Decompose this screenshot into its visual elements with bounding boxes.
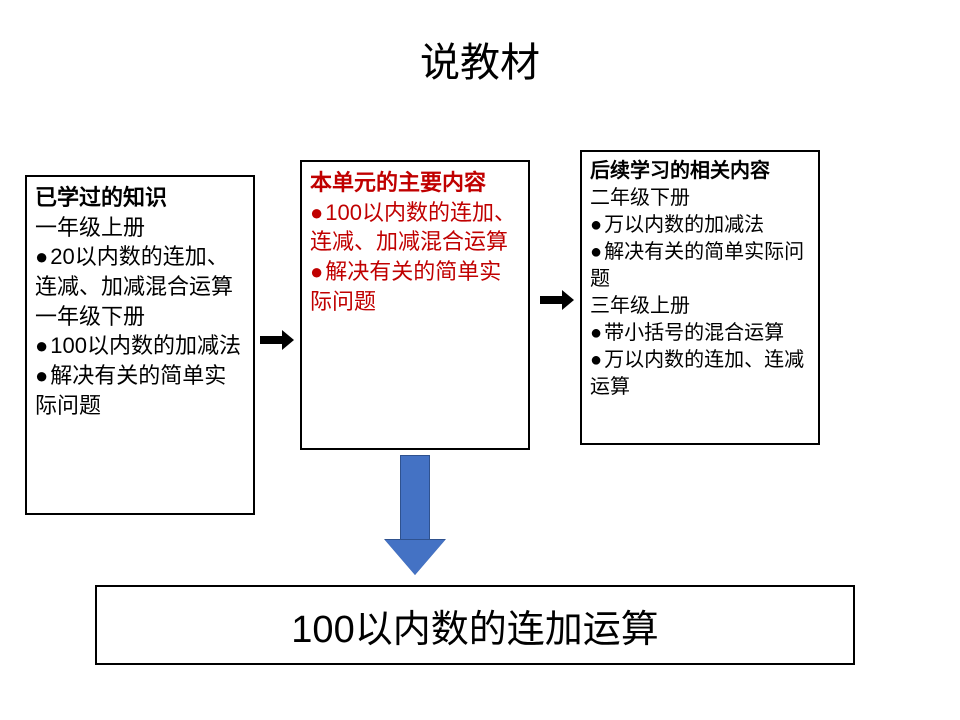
box1-line: 100以内数的加减法 <box>35 331 245 361</box>
box-future: 后续学习的相关内容 二年级下册 万以内数的加减法 解决有关的简单实际问题 三年级… <box>580 150 820 445</box>
box-learned-heading: 已学过的知识 <box>35 183 245 213</box>
box3-line: 三年级上册 <box>590 293 810 320</box>
arrow-down <box>385 455 445 575</box>
arrow-right-1 <box>260 330 294 350</box>
box3-line: 万以内数的连加、连减运算 <box>590 347 810 401</box>
box2-line: 解决有关的简单实际问题 <box>310 257 520 316</box>
box1-line: 一年级上册 <box>35 213 245 243</box>
page-title: 说教材 <box>0 30 960 88</box>
arrow-right-2 <box>540 290 574 310</box>
box3-line: 带小括号的混合运算 <box>590 320 810 347</box>
box3-line: 万以内数的加减法 <box>590 212 810 239</box>
bottom-result-text: 100以内数的连加运算 <box>291 598 658 653</box>
box3-line: 解决有关的简单实际问题 <box>590 239 810 293</box>
box1-line: 20以内数的连加、连减、加减混合运算 <box>35 242 245 301</box>
box2-line: 100以内数的连加、连减、加减混合运算 <box>310 198 520 257</box>
box1-line: 解决有关的简单实际问题 <box>35 361 245 420</box>
box-current-unit: 本单元的主要内容 100以内数的连加、连减、加减混合运算 解决有关的简单实际问题 <box>300 160 530 450</box>
box1-line: 一年级下册 <box>35 302 245 332</box>
box-learned: 已学过的知识 一年级上册 20以内数的连加、连减、加减混合运算 一年级下册 10… <box>25 175 255 515</box>
box-future-heading: 后续学习的相关内容 <box>590 158 810 185</box>
box-current-heading: 本单元的主要内容 <box>310 168 520 198</box>
box3-line: 二年级下册 <box>590 185 810 212</box>
bottom-result-box: 100以内数的连加运算 <box>95 585 855 665</box>
